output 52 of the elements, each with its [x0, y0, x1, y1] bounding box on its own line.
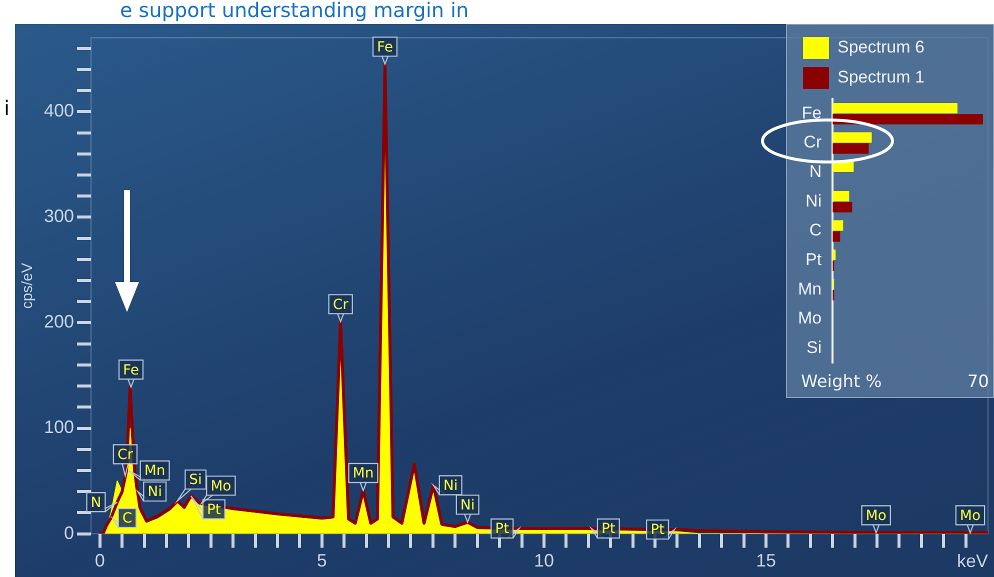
bar [832, 132, 872, 143]
x-tick-label: 5 [316, 550, 327, 571]
annotation: Mn [144, 463, 166, 480]
x-tick-label: 15 [756, 550, 776, 571]
x-tick-label: 10 [534, 550, 554, 571]
annotation: Si [189, 472, 202, 488]
annotation: Fe [377, 39, 393, 56]
x-tick-label: 0 [94, 550, 105, 571]
y-tick-label: Pt [806, 250, 822, 270]
legend-label: Spectrum 1 [838, 68, 924, 87]
y-tick-label: 0 [64, 522, 74, 543]
y-tick-label: N [809, 162, 822, 182]
annotation: Mn [352, 466, 374, 482]
annotation: Pt [206, 502, 222, 518]
annotation: Ni [460, 497, 475, 514]
annotation: Cr [117, 446, 134, 463]
y-tick-label: Cr [804, 132, 822, 152]
annotation: N [90, 494, 102, 511]
y-tick-label: Fe [802, 103, 822, 122]
bar [832, 220, 844, 231]
annotation: Ni [148, 484, 162, 500]
annotation: Ni [443, 478, 458, 494]
y-tick-label: Si [806, 338, 822, 358]
legend-label: Spectrum 6 [838, 38, 924, 57]
bar [832, 102, 958, 114]
y-tick-label: Ni [806, 191, 822, 210]
y-tick-label: 100 [44, 417, 74, 438]
y-tick-label: Mo [798, 308, 822, 328]
y-tick-label: C [809, 220, 822, 240]
bar [832, 143, 869, 154]
annotation: C [122, 510, 132, 527]
annotation: Pt [495, 521, 510, 538]
y-tick-label: 200 [44, 312, 74, 332]
annotation: Mo [210, 478, 232, 494]
bar [832, 114, 983, 124]
annotation: 70 [967, 372, 989, 392]
x-axis-title: Weight % [801, 372, 882, 392]
text: i [4, 96, 10, 120]
annotation: Pt [601, 521, 616, 538]
y-axis-title: cps/eV [19, 262, 36, 309]
bar [832, 202, 852, 212]
y-tick-label: Mn [798, 279, 822, 298]
annotation: Cr [332, 296, 349, 313]
text: e support understanding margin in [120, 0, 469, 22]
y-tick-label: 400 [44, 100, 74, 121]
annotation: Pt [650, 522, 666, 538]
bar [832, 190, 850, 202]
annotation: Mo [866, 508, 886, 524]
x-axis-title: keV [956, 551, 988, 572]
annotation: Mo [960, 508, 981, 524]
y-tick-label: 300 [44, 206, 74, 226]
annotation: Fe [123, 362, 139, 378]
